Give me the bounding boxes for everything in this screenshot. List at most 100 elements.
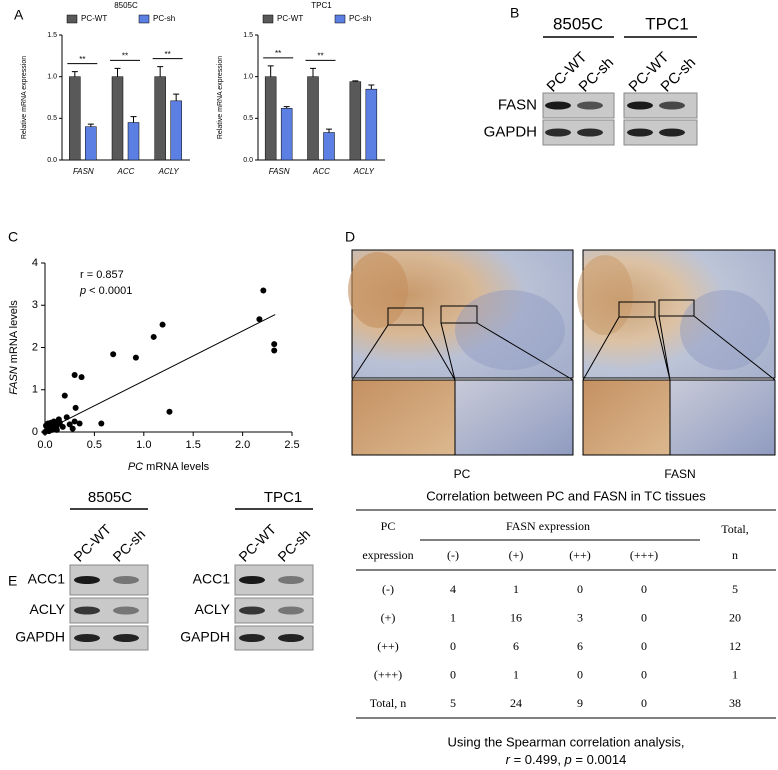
zoom-box	[618, 301, 656, 318]
blot-band	[278, 576, 304, 584]
footnote: Using the Spearman correlation analysis,	[447, 734, 684, 749]
footnote: r = 0.499, p = 0.0014	[506, 752, 627, 767]
scatter-point	[47, 419, 54, 426]
scatter-point	[66, 421, 73, 428]
blot-band	[113, 634, 139, 642]
legend-label: PC-WT	[81, 14, 107, 23]
y-axis-label: Relative mRNA expression	[21, 56, 28, 139]
zoom-line	[582, 315, 776, 381]
ihc-region	[348, 252, 408, 328]
scatter-point	[78, 374, 85, 381]
table-cell: 20	[729, 610, 741, 624]
table-cell: Total, n	[370, 696, 407, 710]
scatter-point	[271, 347, 278, 354]
scatter-point	[71, 418, 78, 425]
row-label: ACLY	[194, 601, 230, 617]
legend-swatch	[66, 14, 78, 24]
x-tick-label: 1.5	[186, 439, 201, 451]
blot-band	[74, 634, 100, 642]
bar	[307, 76, 319, 161]
table-cell: (++)	[377, 639, 399, 653]
table-cell: 0	[450, 639, 456, 653]
table-cell: 9	[577, 696, 583, 710]
y-tick-label: 4	[32, 257, 38, 269]
lane-label: PC-WT	[70, 521, 114, 565]
y-axis-label-part: mRNA levels	[8, 300, 20, 367]
table-cell: 0	[641, 696, 647, 710]
lane-label: PC-WT	[235, 521, 279, 565]
table-cell: 5	[450, 696, 456, 710]
blot-band	[278, 606, 304, 615]
error-bar	[114, 67, 121, 77]
scatter-point	[61, 392, 68, 399]
zoom-box	[658, 299, 695, 317]
row-label: GAPDH	[180, 629, 230, 645]
error-bar	[87, 123, 94, 127]
y-tick-label: 1.0	[47, 74, 57, 81]
scatter-point	[271, 341, 278, 348]
annotation-part: < 0.0001	[86, 285, 132, 297]
y-tick-label: 1	[32, 384, 38, 396]
y-tick-label: 3	[32, 299, 38, 311]
y-tick-label: 0	[32, 426, 38, 438]
significance-label: **	[165, 50, 171, 59]
blot-band	[74, 576, 100, 584]
blot-title: 8505C	[88, 489, 132, 506]
error-bar	[267, 65, 274, 77]
blot-title: TPC1	[264, 489, 302, 506]
table-header: Total,	[721, 522, 749, 536]
panel-label: C	[8, 229, 18, 245]
ihc-region	[577, 255, 633, 335]
legend-label: PC-sh	[153, 14, 175, 23]
blot-band	[239, 576, 265, 584]
blot-group: 8505C	[553, 14, 603, 33]
table-cell: 1	[513, 582, 519, 596]
significance-label: **	[122, 51, 128, 60]
table-cell: 24	[510, 696, 522, 710]
table-cell: 6	[577, 639, 583, 653]
scatter-point	[166, 408, 173, 415]
table-cell: 5	[732, 582, 738, 596]
bar	[264, 76, 277, 161]
bar	[280, 108, 293, 161]
scatter-point	[150, 333, 157, 340]
x-tick-label: 0.0	[37, 439, 52, 451]
scatter-point	[132, 354, 139, 361]
blot-band	[627, 128, 653, 137]
footnote-part: = 0.0014	[572, 752, 627, 767]
blot-band	[239, 634, 265, 642]
footnote-part: r	[506, 752, 511, 767]
table-cell: 1	[450, 610, 456, 624]
table-cell: 1	[732, 667, 738, 681]
bar	[323, 132, 335, 161]
x-axis-label: PC mRNA levels	[128, 461, 210, 473]
annotation: p < 0.0001	[79, 285, 132, 297]
y-axis-label-part: FASN	[8, 366, 20, 395]
error-bar	[368, 84, 375, 90]
lane-label: PC-sh	[274, 526, 313, 565]
legend-label: PC-WT	[277, 14, 303, 23]
y-tick-label: 1.5	[47, 32, 57, 39]
annotation-part: p	[79, 285, 86, 297]
table-cell: 1	[513, 667, 519, 681]
table-cell: 6	[513, 639, 519, 653]
table-cell: (+)	[381, 610, 396, 624]
row-label: GAPDH	[15, 629, 65, 645]
ihc-inset	[454, 379, 574, 456]
legend-label: PC-sh	[349, 14, 371, 23]
table-header: (+++)	[630, 548, 658, 562]
blot-group: TPC1	[645, 14, 688, 33]
panel-label: E	[8, 573, 17, 589]
row-label: ACC1	[28, 571, 66, 587]
scatter-point	[110, 351, 117, 358]
blot-band	[74, 606, 100, 615]
bar	[69, 76, 81, 161]
y-tick-label: 0.5	[47, 115, 57, 122]
ihc-region	[680, 290, 770, 370]
y-axis-label: Relative mRNA expression	[217, 56, 224, 139]
annotation: r = 0.857	[80, 269, 124, 281]
blot-band	[627, 101, 653, 110]
error-bar	[71, 71, 78, 77]
significance-label: **	[275, 49, 281, 58]
